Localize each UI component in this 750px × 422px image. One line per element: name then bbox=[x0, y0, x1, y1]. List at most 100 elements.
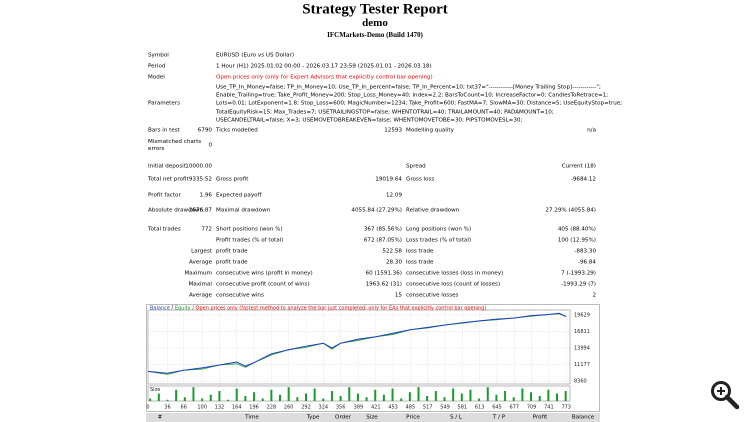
size-bar bbox=[218, 391, 221, 401]
result-label: Gross profit bbox=[216, 176, 249, 183]
parameter-line: Use_TP_In_Money=false; TP_In_Money=10; U… bbox=[216, 84, 601, 91]
y-tick-label: 13994 bbox=[574, 345, 590, 351]
result-value: 1963.62 (31) bbox=[365, 281, 402, 288]
result-label: Expected payoff bbox=[216, 192, 262, 199]
result-value: 12.09 bbox=[385, 192, 402, 199]
size-bar bbox=[391, 388, 394, 401]
result-label: Profit factor bbox=[148, 192, 181, 199]
result-label: consecutive profit (count of wins) bbox=[216, 281, 310, 288]
size-bar bbox=[201, 398, 204, 401]
x-tick-label: 292 bbox=[301, 405, 311, 411]
result-value: 2676.87 bbox=[188, 207, 212, 214]
x-tick-label: 100 bbox=[197, 405, 207, 411]
size-bar bbox=[209, 394, 212, 401]
result-label: consecutive loss (count of losses) bbox=[406, 281, 501, 288]
result-value: 28.30 bbox=[385, 259, 402, 266]
x-tick-label: 485 bbox=[406, 405, 416, 411]
x-tick-label: 709 bbox=[527, 405, 537, 411]
x-tick-label: 517 bbox=[423, 405, 433, 411]
size-bar bbox=[253, 392, 256, 401]
size-bar bbox=[469, 389, 472, 401]
x-tick-label: 324 bbox=[319, 405, 329, 411]
chart-note: / Open prices only (fastest method to an… bbox=[192, 305, 486, 311]
x-tick-label: 549 bbox=[440, 405, 450, 411]
result-label: Absolute drawdown bbox=[148, 207, 204, 214]
parameter-line: Lots=0.01; LotExponent=1.8; Stop_Loss=60… bbox=[216, 100, 623, 107]
result-value: 4055.84 (27.29%) bbox=[351, 207, 402, 214]
result-value: 60 (1591.36) bbox=[365, 270, 402, 277]
size-bar bbox=[478, 398, 481, 401]
result-prefix: Maximal bbox=[188, 281, 212, 288]
result-value: 19019.64 bbox=[375, 176, 402, 183]
result-label: Relative drawdown bbox=[406, 207, 460, 214]
x-tick-label: 228 bbox=[267, 405, 277, 411]
result-prefix: Largest bbox=[191, 248, 212, 255]
parameter-line: TotalEquityRisk=15; Max_Trades=7; USETRA… bbox=[216, 109, 554, 116]
result-label: Bars in test bbox=[148, 127, 180, 134]
size-bar bbox=[382, 394, 385, 401]
deals-column-header: Time bbox=[245, 414, 259, 421]
result-label: consecutive wins bbox=[216, 292, 264, 299]
size-bar bbox=[183, 397, 186, 401]
size-bar bbox=[356, 393, 359, 401]
size-bar bbox=[443, 397, 446, 401]
result-value: 10000.00 bbox=[185, 163, 212, 170]
size-bar bbox=[495, 394, 498, 401]
report-title: Strategy Tester Report bbox=[302, 1, 448, 18]
size-bar bbox=[192, 387, 195, 401]
x-tick-label: 356 bbox=[336, 405, 346, 411]
deals-header: # Time Type Order Size Price S / L T / P Profit B… bbox=[146, 413, 600, 422]
result-label: Modelling quality bbox=[406, 127, 454, 134]
result-label: loss trade bbox=[406, 248, 434, 255]
result-label: Mismatched charts errors bbox=[148, 139, 202, 152]
deals-column-header: Balance bbox=[571, 414, 595, 421]
result-prefix: Average bbox=[189, 259, 212, 266]
result-label: Total net profit bbox=[148, 176, 189, 183]
zoom-icon[interactable] bbox=[708, 378, 742, 412]
setting-value: Open prices only (only for Expert Adviso… bbox=[216, 74, 433, 81]
setting-value: EURUSD (Euro vs US Dollar) bbox=[216, 52, 295, 59]
deals-column-header: Size bbox=[366, 414, 378, 421]
setting-label: Model bbox=[148, 74, 165, 81]
parameter-line: Enable_Trailing=true; Take_Profit_Money=… bbox=[216, 92, 609, 99]
setting-label: Symbol bbox=[148, 52, 169, 59]
result-value: -96.84 bbox=[577, 259, 596, 266]
legend-entry: Equity bbox=[175, 305, 191, 311]
result-label: profit trade bbox=[216, 259, 248, 266]
x-tick-label: 645 bbox=[492, 405, 502, 411]
size-bar bbox=[564, 391, 567, 401]
x-tick-label: 164 bbox=[232, 405, 242, 411]
result-value: 772 bbox=[201, 226, 212, 233]
size-bar bbox=[486, 387, 489, 401]
result-label: Total trades bbox=[148, 226, 181, 233]
size-bar bbox=[227, 399, 230, 401]
size-bar bbox=[538, 396, 541, 401]
x-tick-label: 196 bbox=[249, 405, 259, 411]
size-bar bbox=[452, 388, 455, 401]
result-value: 672 (87.05%) bbox=[363, 237, 402, 244]
deals-column-header: Order bbox=[335, 414, 351, 421]
size-bar bbox=[330, 391, 333, 401]
size-bar bbox=[556, 393, 559, 401]
size-bar bbox=[426, 396, 429, 401]
size-bar bbox=[261, 398, 264, 401]
size-bar bbox=[434, 391, 437, 401]
x-tick-label: 260 bbox=[284, 405, 294, 411]
size-bar bbox=[270, 389, 273, 401]
size-frame bbox=[147, 385, 571, 402]
y-tick-label: 16811 bbox=[574, 329, 590, 335]
x-tick-label: 389 bbox=[354, 405, 364, 411]
result-label: Gross loss bbox=[406, 176, 435, 183]
x-tick-label: 0 bbox=[146, 405, 149, 411]
result-label: Initial deposit bbox=[148, 163, 186, 170]
result-label: consecutive losses bbox=[406, 292, 459, 299]
chart-legend: Balance / Equity / Open prices only (fas… bbox=[150, 305, 486, 311]
size-label: Size bbox=[150, 387, 160, 393]
result-value: 405 (88.40%) bbox=[557, 226, 596, 233]
series-line bbox=[147, 312, 567, 374]
size-bar bbox=[149, 398, 152, 401]
result-value: n/a bbox=[587, 127, 596, 134]
y-tick-label: 11177 bbox=[574, 362, 590, 368]
result-label: consecutive wins (profit in money) bbox=[216, 270, 313, 277]
